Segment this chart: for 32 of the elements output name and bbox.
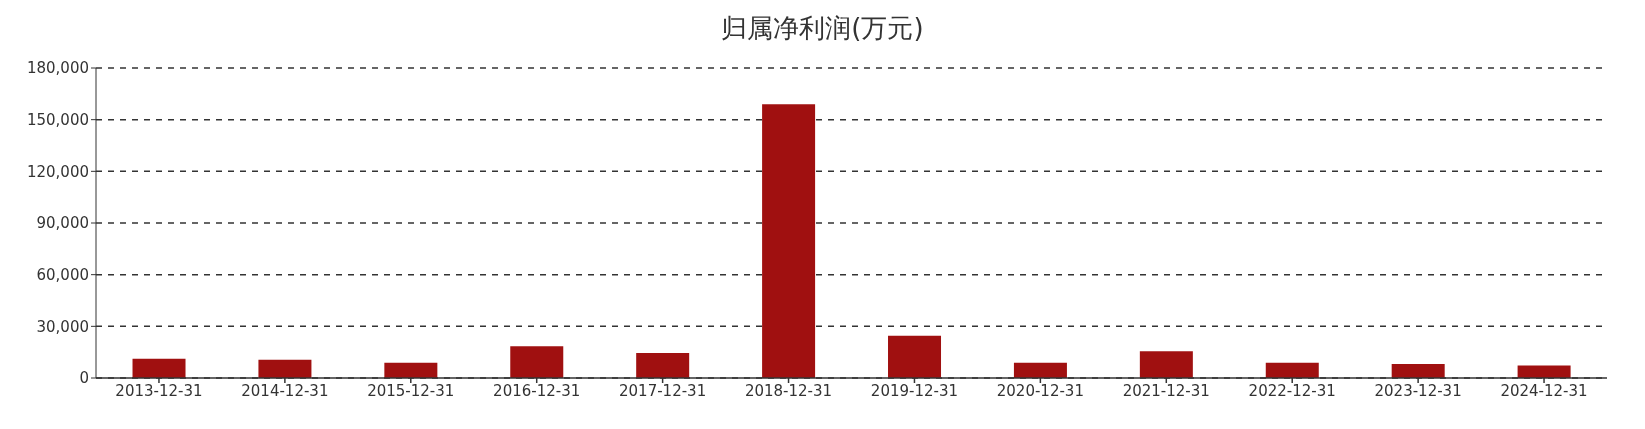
y-tick-label: 180,000 <box>26 59 89 78</box>
bar <box>762 104 816 378</box>
bar <box>132 358 186 378</box>
x-tick-label: 2018-12-31 <box>744 381 833 400</box>
x-tick-label: 2016-12-31 <box>493 381 581 400</box>
bar <box>888 335 942 378</box>
x-tick-label: 2017-12-31 <box>619 381 707 400</box>
bar <box>1013 362 1067 378</box>
bar <box>384 362 438 378</box>
x-tick-label: 2023-12-31 <box>1374 381 1462 400</box>
bar <box>258 359 312 378</box>
x-tick-label: 2015-12-31 <box>367 381 455 400</box>
bar <box>510 346 564 378</box>
y-tick-label: 0 <box>79 369 89 388</box>
chart-title: 归属净利润(万元) <box>720 12 925 45</box>
x-tick-label: 2022-12-31 <box>1248 381 1336 400</box>
y-tick-label: 120,000 <box>26 162 89 181</box>
bar <box>1391 363 1445 378</box>
x-tick-label: 2021-12-31 <box>1122 381 1210 400</box>
bar <box>636 353 690 378</box>
x-tick-label: 2019-12-31 <box>870 381 959 400</box>
x-tick-label: 2014-12-31 <box>241 381 329 400</box>
x-tick-label: 2013-12-31 <box>115 381 203 400</box>
x-tick-label: 2024-12-31 <box>1500 381 1588 400</box>
y-tick-label: 90,000 <box>36 214 89 233</box>
bar <box>1265 362 1319 378</box>
x-tick-label: 2020-12-31 <box>996 381 1084 400</box>
bar <box>1139 351 1193 378</box>
y-tick-label: 150,000 <box>26 110 89 129</box>
y-tick-label: 30,000 <box>36 317 89 336</box>
y-tick-label: 60,000 <box>36 265 89 284</box>
bar <box>1517 365 1571 378</box>
